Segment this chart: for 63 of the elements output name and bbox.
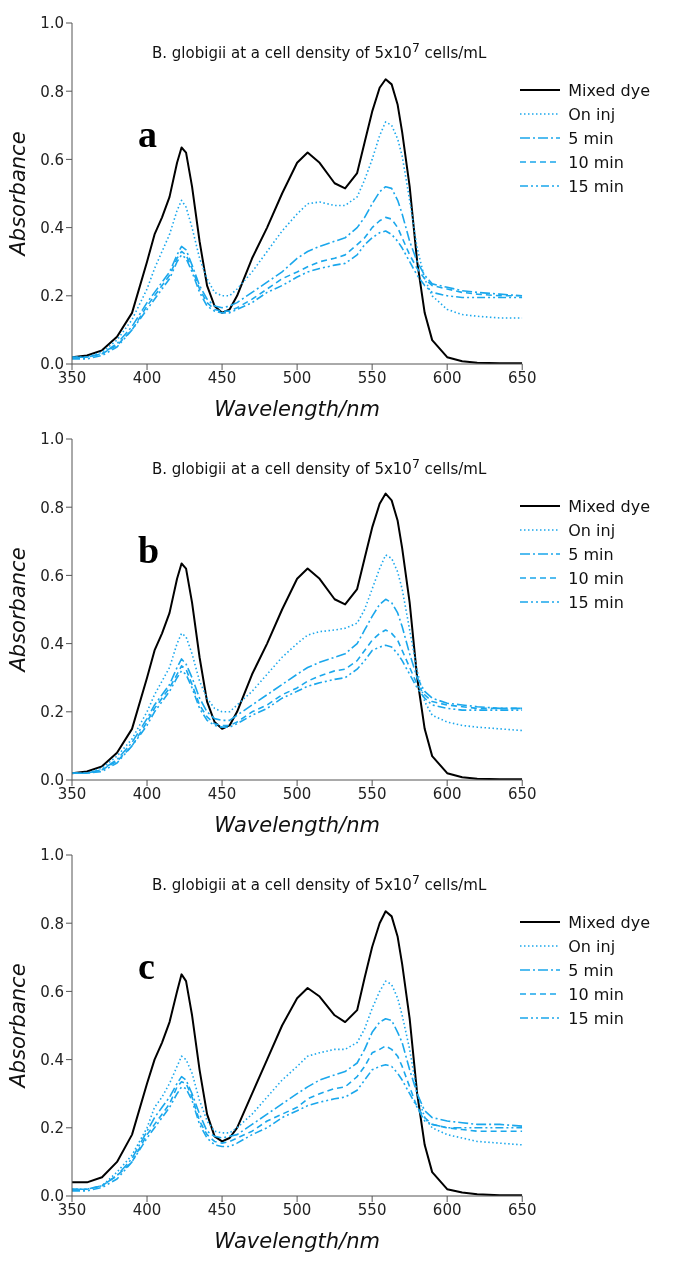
text: b [138,529,160,571]
y-tick-label: 0.2 [40,703,64,722]
x-tick-label: 550 [357,368,387,387]
y-tick-label: 0.6 [40,566,64,585]
x-tick-label: 500 [282,1200,312,1219]
y-axis-title: Absorbance [6,131,31,258]
legend-label: 10 min [568,568,624,588]
text: B. globigii at a cell density of 5x10$^{7}$ cells/mL [152,872,487,894]
legend-label: 10 min [568,984,624,1004]
legend-label: Mixed dye [568,912,650,932]
x-tick-label: 550 [357,784,387,803]
legend-label: On inj [568,104,616,124]
legend-label: Mixed dye [568,80,650,100]
x-tick-label: 600 [432,1200,462,1219]
x-tick-label: 450 [207,368,237,387]
x-tick-label: 400 [132,368,162,387]
legend-label: 5 min [568,544,614,564]
legend-label: On inj [568,520,616,540]
x-tick-label: 450 [207,784,237,803]
y-axis-title: Absorbance [6,963,31,1090]
x-tick-label: 650 [507,368,537,387]
legend-label: 10 min [568,152,624,172]
x-tick-label: 400 [132,1200,162,1219]
legend-label: On inj [568,936,616,956]
y-tick-label: 1.0 [40,846,64,865]
y-tick-label: 0.8 [40,498,64,517]
x-tick-label: 350 [57,368,87,387]
y-tick-label: 1.0 [40,14,64,33]
y-tick-label: 0.2 [40,287,64,306]
text: c [138,945,155,987]
x-tick-label: 600 [432,368,462,387]
legend-label: 15 min [568,176,624,196]
legend-label: 15 min [568,1008,624,1028]
legend-label: 15 min [568,592,624,612]
x-axis-title: Wavelength/nm [214,1229,380,1253]
x-tick-label: 650 [507,1200,537,1219]
x-tick-label: 500 [282,368,312,387]
x-tick-label: 450 [207,1200,237,1219]
text: B. globigii at a cell density of 5x10$^{7}$ cells/mL [152,40,487,62]
y-tick-label: 0.4 [40,1050,64,1069]
x-tick-label: 350 [57,1200,87,1219]
x-tick-label: 350 [57,784,87,803]
x-tick-label: 400 [132,784,162,803]
y-axis-title: Absorbance [6,547,31,674]
x-axis-title: Wavelength/nm [214,813,380,837]
x-tick-label: 550 [357,1200,387,1219]
y-tick-label: 1.0 [40,430,64,449]
y-tick-label: 0.6 [40,150,64,169]
legend-label: 5 min [568,128,614,148]
y-tick-label: 0.6 [40,982,64,1001]
text: B. globigii at a cell density of 5x10$^{7}$ cells/mL [152,456,487,478]
x-tick-label: 650 [507,784,537,803]
x-axis-title: Wavelength/nm [214,397,380,421]
y-tick-label: 0.4 [40,218,64,237]
text: a [138,113,157,155]
x-tick-label: 600 [432,784,462,803]
y-tick-label: 0.8 [40,914,64,933]
y-tick-label: 0.2 [40,1119,64,1138]
legend-label: 5 min [568,960,614,980]
x-tick-label: 500 [282,784,312,803]
y-tick-label: 0.8 [40,82,64,101]
legend-label: Mixed dye [568,496,650,516]
y-tick-label: 0.4 [40,634,64,653]
